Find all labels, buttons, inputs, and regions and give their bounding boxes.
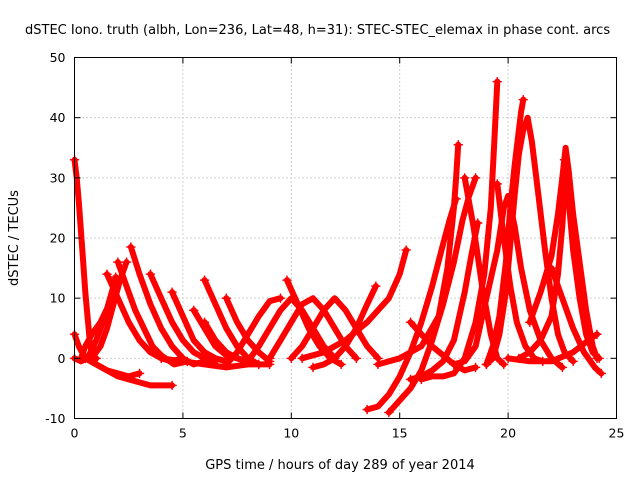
series-arc-32 (483, 114, 577, 368)
series-arc-35-marker-0 (525, 317, 535, 327)
series-arc-13-marker-0 (221, 293, 232, 303)
x-tick-label-1: 5 (179, 426, 187, 441)
series-arc-36-marker-0 (559, 155, 570, 165)
x-tick-label-4: 20 (500, 426, 516, 441)
series-arc-18-marker-1 (351, 353, 362, 364)
x-tick-label-5: 25 (609, 426, 625, 441)
series-arc-36-marker-1 (594, 353, 604, 364)
series-arc-24-marker-0 (384, 407, 394, 418)
series-arc-30-marker-1 (499, 359, 509, 370)
series-arc-1-marker-1 (167, 380, 177, 391)
series-arc-5-marker-0 (87, 353, 97, 364)
series-arc-20 (288, 295, 381, 362)
series-arc-6-marker-0 (102, 269, 112, 279)
series-arc-23-marker-0 (362, 404, 372, 415)
series-arc-9 (147, 271, 219, 365)
series-arc-12-marker-0 (199, 275, 210, 285)
y-tick-label-0: -10 (45, 411, 65, 426)
x-tick-label-0: 0 (71, 426, 79, 441)
x-tick-label-2: 10 (283, 426, 299, 441)
series-arc-32-marker-0 (481, 359, 492, 370)
series-arc-38 (505, 331, 600, 365)
series-arc-34 (515, 156, 569, 362)
y-axis-title: dSTEC / TECUs (7, 190, 22, 286)
y-tick-label-4: 30 (50, 170, 66, 185)
series-arc-28-marker-1 (492, 76, 503, 87)
series-arc-16-marker-1 (275, 293, 286, 303)
series-arc-32-marker-1 (568, 356, 578, 367)
x-axis-title: GPS time / hours of day 289 of year 2014 (205, 458, 475, 473)
y-tick-label-2: 10 (50, 291, 66, 306)
series-arc-28-marker-0 (416, 374, 427, 385)
series-arc-26 (407, 220, 481, 383)
series-arc-30-marker-0 (459, 173, 470, 183)
series-arc-16 (223, 295, 284, 368)
series-arc-15 (158, 355, 273, 371)
series-arc-26-marker-0 (405, 374, 416, 385)
series-arc-30 (461, 174, 507, 368)
y-tick-label-1: 0 (58, 351, 66, 366)
series-arc-25-marker-1 (453, 139, 463, 150)
y-tick-label-5: 40 (50, 110, 66, 125)
series-arc-31-marker-1 (518, 94, 529, 105)
series-arc-29-marker-0 (449, 359, 459, 370)
series-arc-5-marker-1 (121, 257, 132, 267)
series-arc-28 (418, 78, 501, 383)
series-arc-37 (548, 265, 605, 377)
series-arc-37-marker-0 (546, 263, 557, 273)
series-arc-19-marker-0 (282, 275, 292, 285)
y-tick-label-3: 20 (50, 231, 66, 246)
series-arc-31 (483, 96, 527, 368)
series-arc-22 (299, 247, 410, 362)
series-arc-36 (561, 156, 603, 362)
series-arc-20-marker-0 (286, 353, 297, 364)
x-tick-label-3: 15 (392, 426, 408, 441)
series-arc-21-marker-0 (308, 362, 318, 373)
series-arc-11-marker-0 (188, 305, 199, 315)
series-arc-17 (244, 295, 338, 365)
series-arc-27-marker-1 (470, 362, 481, 373)
series-arc-22-marker-0 (297, 353, 307, 364)
series-arc-4-marker-1 (134, 368, 145, 379)
series-arc-12 (201, 277, 262, 368)
series-arc-21-marker-1 (371, 281, 381, 291)
series-arc-38-marker-0 (503, 353, 513, 364)
series-arc-23 (364, 195, 460, 413)
series-arc-25-marker-0 (373, 359, 383, 370)
series-arc-27 (407, 319, 479, 374)
series-arc-33-marker-0 (492, 179, 503, 189)
series-arc-4 (82, 355, 143, 380)
series-arc-9-marker-0 (145, 269, 156, 279)
series-arc-18-marker-0 (264, 353, 275, 364)
series-arc-7-marker-0 (113, 257, 123, 267)
series-arc-25 (375, 141, 462, 368)
y-tick-label-6: 50 (50, 50, 66, 65)
series-arc-24-marker-1 (470, 173, 481, 183)
series-arc-21 (310, 283, 379, 371)
chart-title: dSTEC Iono. truth (albh, Lon=236, Lat=48… (25, 23, 610, 38)
series-arc-22-marker-1 (401, 245, 411, 255)
plot-area (69, 76, 607, 418)
series-arc-27-marker-0 (405, 317, 416, 327)
series-arc-17-marker-0 (243, 356, 253, 367)
series-arc-37-marker-1 (596, 368, 607, 379)
series-arc-10-marker-0 (167, 287, 177, 297)
series-arc-13 (223, 295, 273, 365)
series-arc-19-marker-1 (336, 359, 346, 370)
axis-ticks: 0 5 10 15 20 25 -10 0 10 20 30 40 50 (45, 50, 624, 441)
series-arc-29-marker-1 (557, 362, 568, 373)
series-arc-10 (169, 289, 230, 365)
series-arc-16-marker-0 (221, 359, 232, 370)
series-arc-3 (78, 289, 117, 362)
series-arc-7 (114, 259, 191, 368)
series-arc-15-marker-0 (156, 353, 166, 364)
series-arc-8-marker-0 (126, 242, 136, 252)
series-arc-14-marker-0 (199, 317, 210, 327)
series-arc-38-marker-1 (592, 329, 602, 340)
